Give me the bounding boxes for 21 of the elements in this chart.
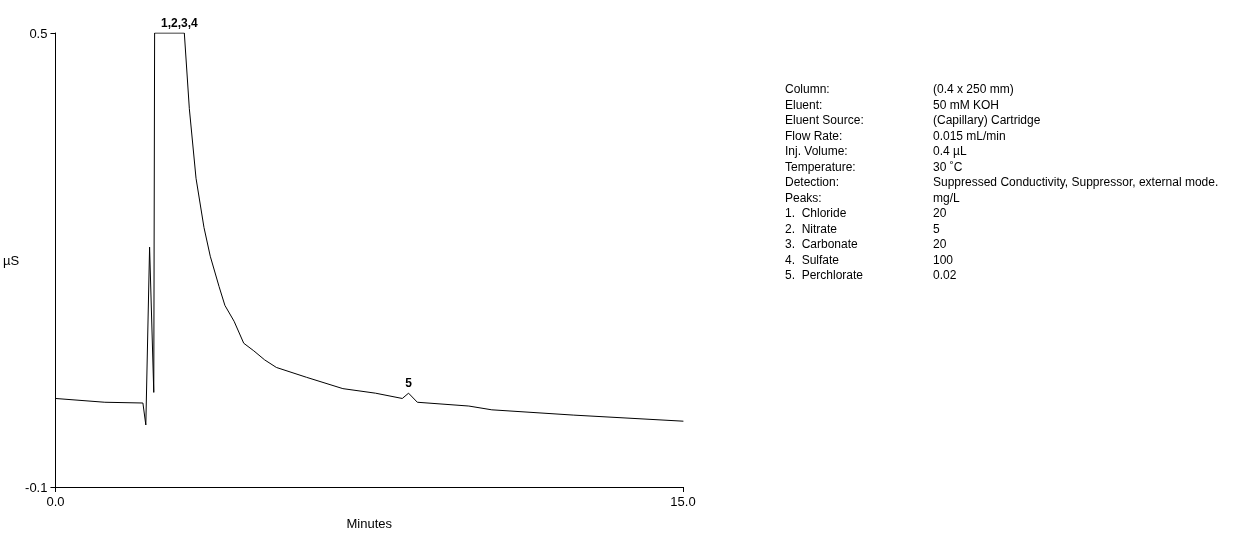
text: Detection: Suppressed Conductivity, Suppressor, external mode. — [785, 175, 1219, 191]
text: Inj. Volume: 0.4 µL — [785, 144, 968, 160]
text: 3. Carbonate 20 — [785, 237, 948, 253]
annotation: 5 — [405, 376, 413, 391]
text: Eluent Source: (Capillary) Cartridge — [785, 113, 1042, 129]
y-axis-title: µS — [2, 252, 20, 268]
x-tick-label: 15.0 — [670, 494, 696, 509]
text: 5. Perchlorate 0.02 — [785, 268, 958, 284]
text: 4. Sulfate 100 — [785, 252, 955, 268]
text: Peaks: mg/L — [785, 190, 961, 206]
text: Eluent: 50 mM KOH — [785, 97, 1000, 113]
text: Flow Rate: 0.015 mL/min — [785, 128, 1007, 144]
y-tick-label: -0.1 — [25, 479, 48, 495]
y-tick-label: 0.5 — [29, 25, 48, 41]
x-tick-label: 0.0 — [46, 494, 65, 509]
text: 2. Nitrate 5 — [785, 221, 941, 237]
text: 1. Chloride 20 — [785, 206, 948, 222]
x-axis-title: Minutes — [346, 516, 393, 531]
annotation: 1,2,3,4 — [160, 16, 198, 30]
text: Temperature: 30 ˚C — [785, 159, 964, 175]
text: Column: (0.4 x 250 mm) — [785, 82, 1015, 98]
